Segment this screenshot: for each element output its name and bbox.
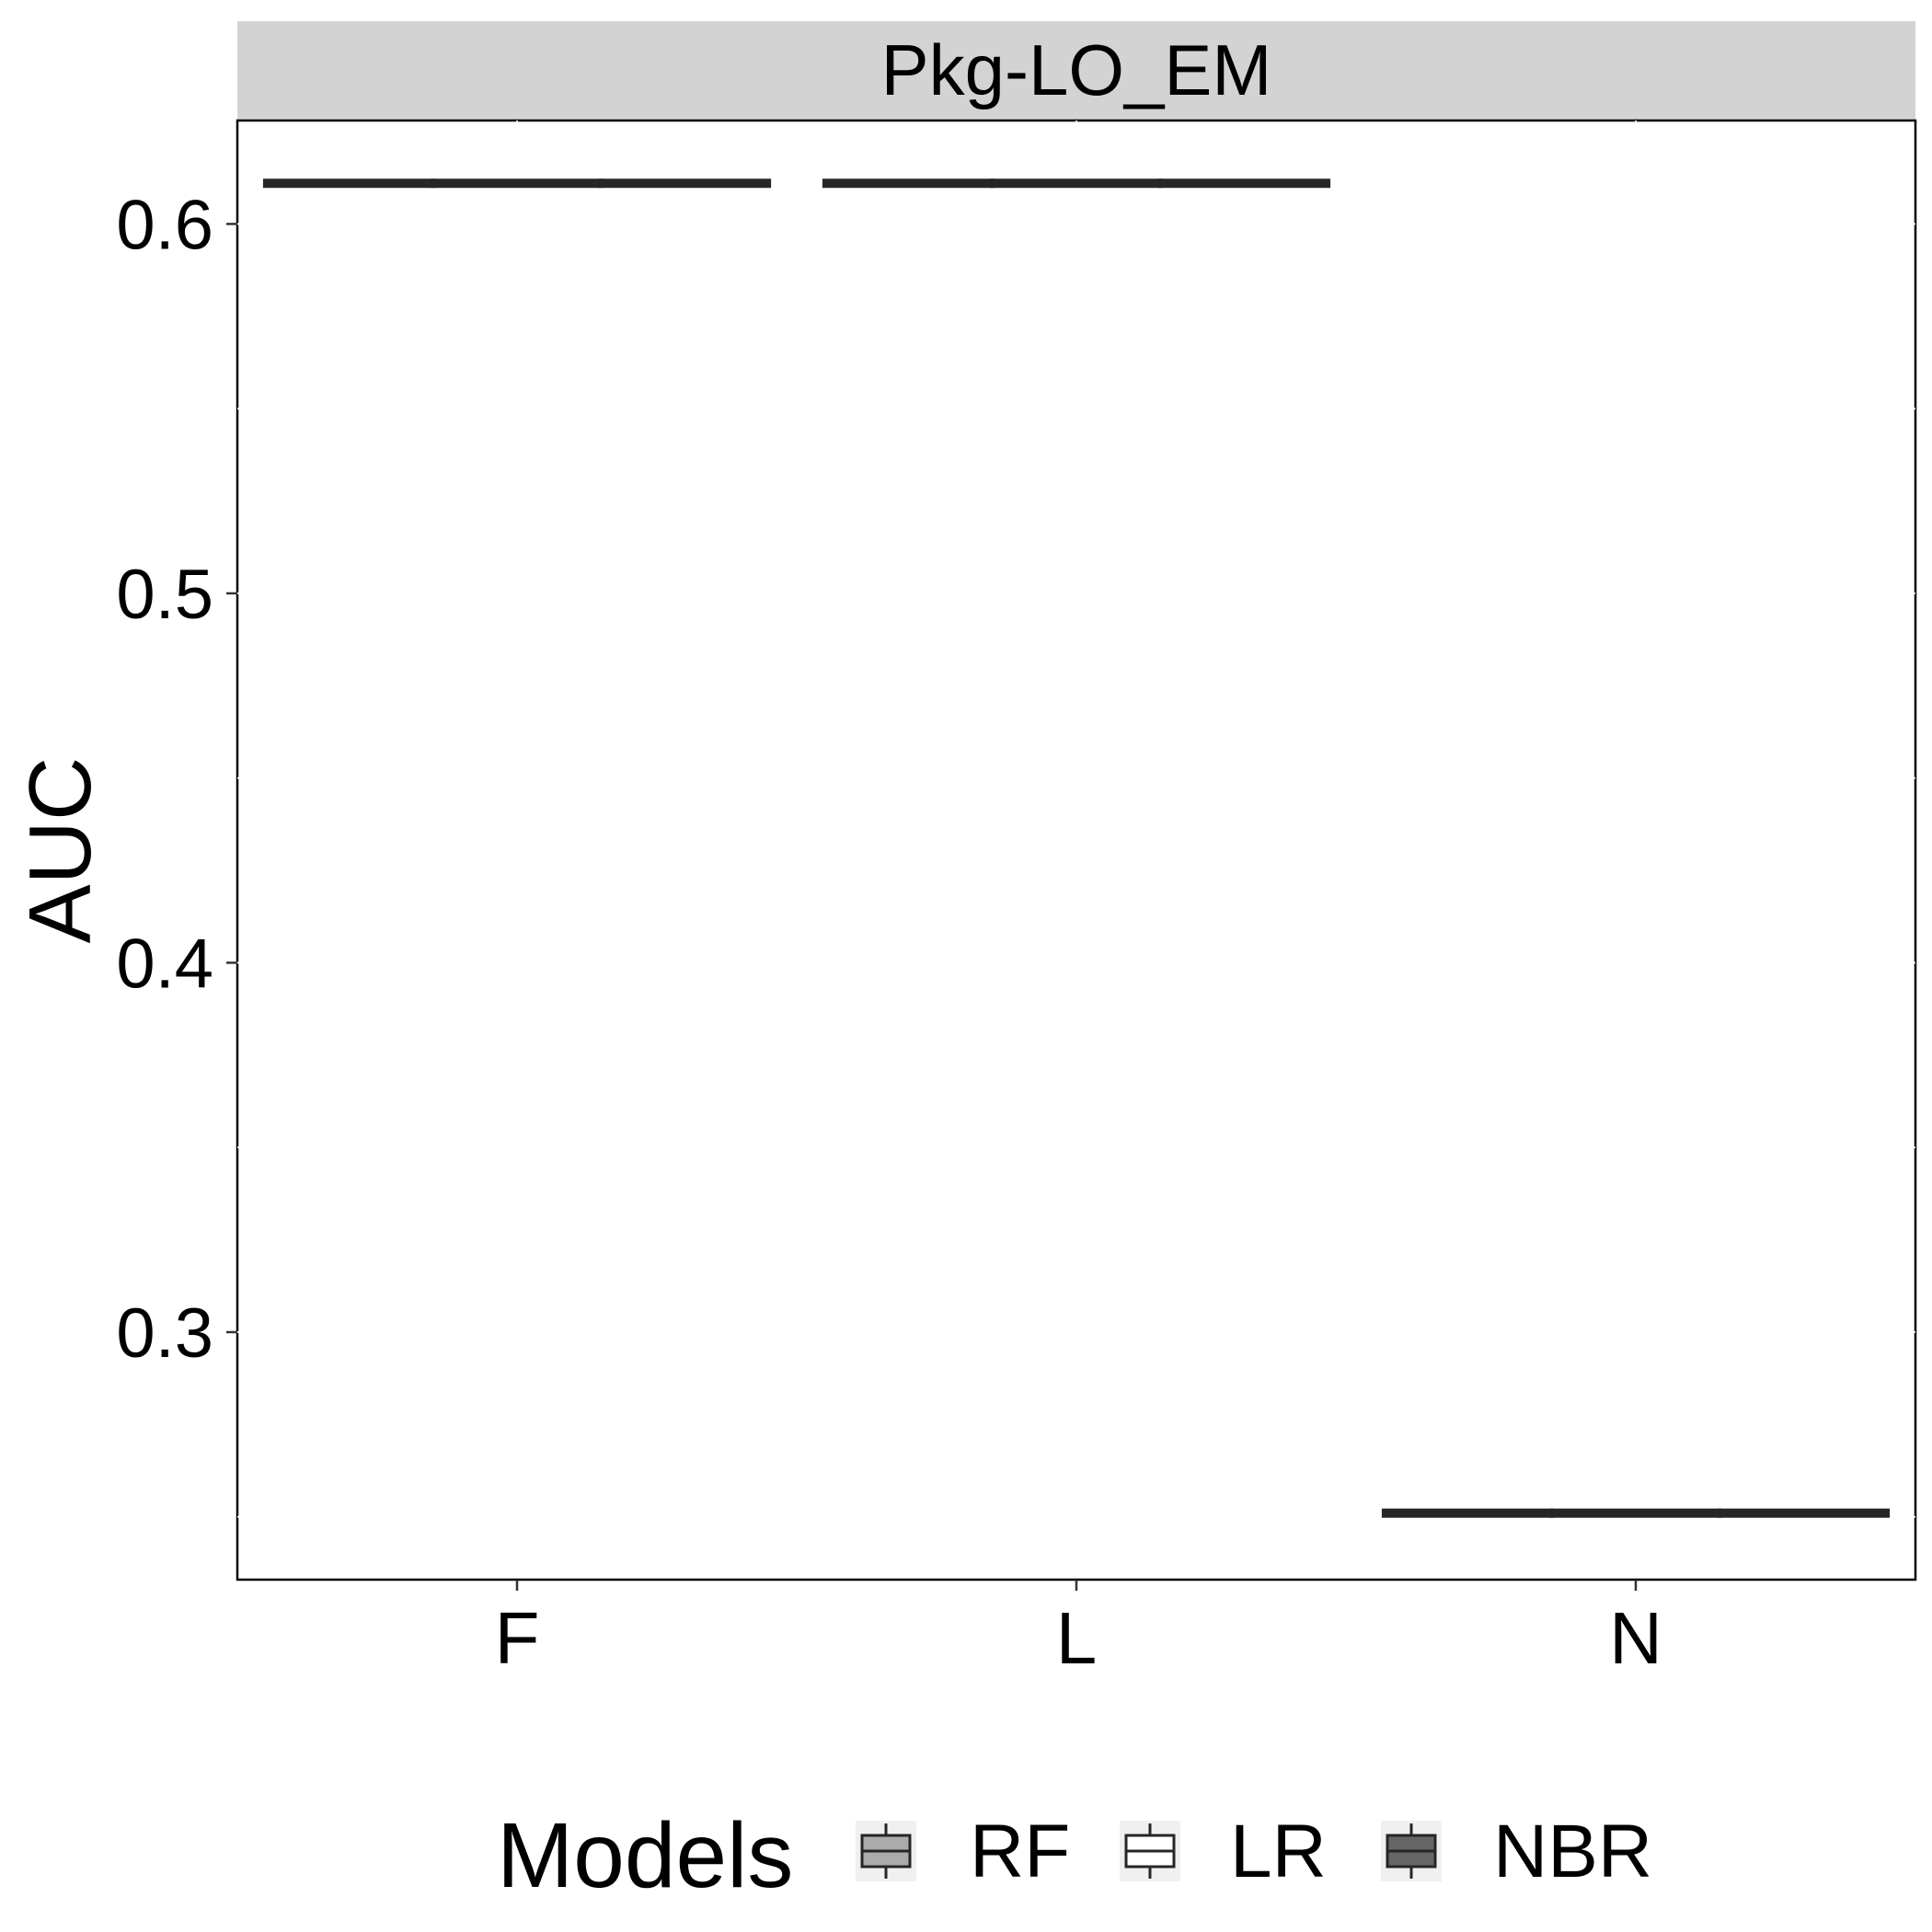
box-lr-n (1549, 1508, 1722, 1518)
y-tick-label: 0.4 (116, 925, 213, 1003)
y-tick-label: 0.5 (116, 556, 213, 634)
legend-key-rf (856, 1821, 916, 1881)
y-axis-title: AUC (11, 757, 109, 944)
legend-key-lr (1120, 1821, 1180, 1881)
box-nbr-f (598, 178, 772, 189)
x-tick-label: N (1609, 1597, 1662, 1679)
box-rf-f (262, 178, 436, 189)
legend-label-nbr: NBR (1493, 1810, 1652, 1893)
legend-label-rf: RF (970, 1810, 1070, 1893)
box-nbr-l (1157, 178, 1331, 189)
facet-strip (237, 21, 1915, 121)
box-lr-f (431, 178, 604, 189)
box-nbr-n (1717, 1508, 1891, 1518)
legend-key-nbr (1381, 1821, 1442, 1881)
box-lr-l (990, 178, 1163, 189)
y-tick-label: 0.3 (116, 1294, 213, 1373)
plot-panel (236, 119, 1917, 1581)
y-tick-label: 0.6 (116, 186, 213, 264)
boxplot-layer (262, 178, 1891, 1518)
y-axis: 0.3 0.4 0.5 0.6 (116, 186, 237, 1373)
legend-title: Models (497, 1804, 793, 1907)
box-rf-l (822, 178, 995, 189)
legend-label-lr: LR (1230, 1810, 1327, 1893)
grid-ticks (237, 121, 1915, 1518)
x-tick-label: F (495, 1597, 540, 1679)
facet-strip-label: Pkg-LO_EM (881, 29, 1272, 110)
x-tick-label: L (1056, 1597, 1098, 1679)
box-rf-n (1381, 1508, 1555, 1518)
legend: Models RF LR NBR (497, 1804, 1652, 1907)
